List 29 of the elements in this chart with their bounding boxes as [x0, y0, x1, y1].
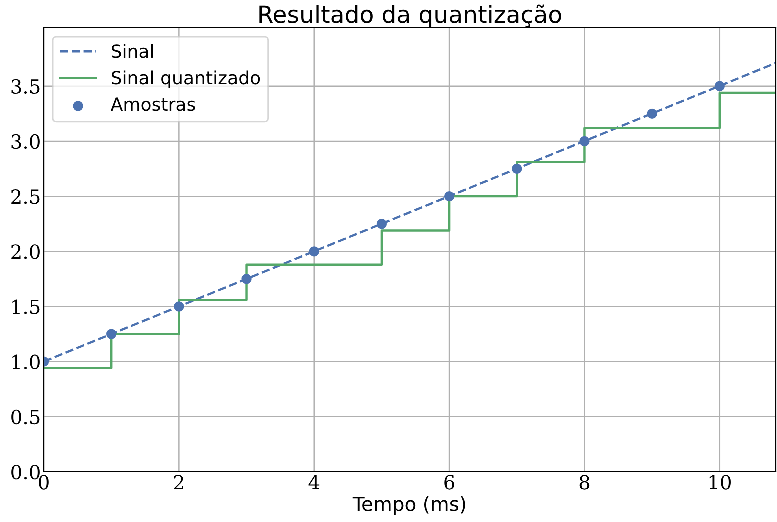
legend-label: Sinal	[112, 44, 154, 58]
point	[309, 246, 320, 257]
point	[714, 81, 725, 92]
y-tick-label: 3.5	[12, 79, 40, 94]
x-tick-label: 0	[39, 475, 49, 490]
point	[242, 274, 252, 284]
y-tick-label: 0.0	[12, 464, 40, 480]
y-tick-label: 1.5	[12, 300, 40, 314]
y-tick-label: 2.5	[12, 190, 40, 204]
x-tick-label: 4	[308, 475, 320, 490]
legend-label: Amostras	[110, 98, 196, 112]
point	[647, 108, 658, 120]
y-tick-label: 3.0	[12, 134, 40, 150]
y-tick-label: 2.0	[12, 244, 40, 260]
point	[376, 219, 388, 230]
x-tick-label: 6	[444, 475, 454, 490]
point	[512, 164, 522, 174]
y-tick-label: 0.5	[12, 410, 40, 425]
point	[106, 329, 117, 340]
point	[580, 136, 590, 147]
legend-label: Sinal quantizado	[112, 70, 260, 88]
point	[444, 191, 455, 202]
x-axis-title: Tempo (ms)	[352, 496, 466, 516]
chart-title: Resultado da quantização	[260, 4, 562, 28]
x-tick-label: 2	[174, 475, 184, 490]
x-tick-label: 8	[580, 475, 590, 490]
point	[174, 302, 184, 312]
x-tick-label: 10	[710, 475, 731, 490]
y-tick-label: 1.0	[12, 354, 40, 370]
